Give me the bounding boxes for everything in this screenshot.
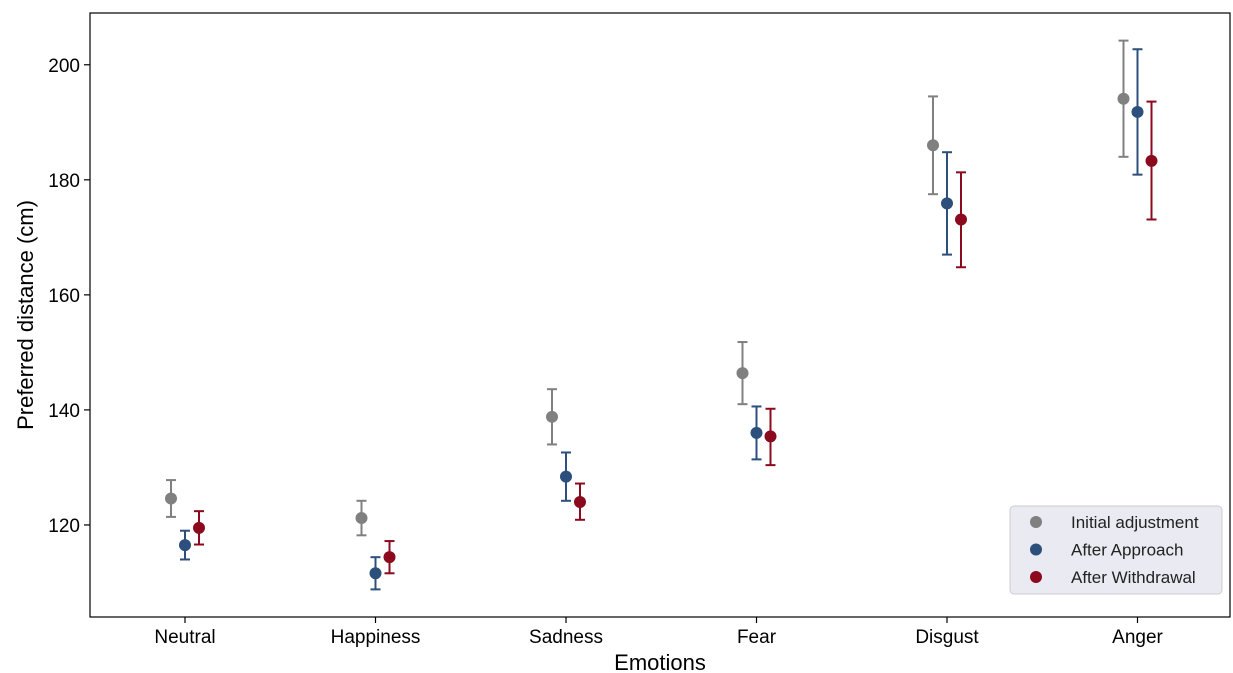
data-point xyxy=(736,367,749,380)
data-point xyxy=(383,551,396,564)
legend-marker xyxy=(1030,516,1042,528)
data-point xyxy=(546,410,558,423)
data-point xyxy=(1117,92,1130,105)
data-point xyxy=(560,470,572,483)
data-point xyxy=(1131,105,1144,118)
y-tick-label: 140 xyxy=(48,401,80,422)
data-point xyxy=(941,197,953,210)
legend-label: After Approach xyxy=(1071,541,1183,560)
y-tick-label: 120 xyxy=(48,516,80,537)
legend-box xyxy=(1009,505,1223,595)
data-point xyxy=(764,430,777,443)
data-point xyxy=(955,213,967,226)
x-axis-ticks: Neutral Happiness Sadness Fear Disgust Anger xyxy=(154,617,1164,648)
legend: Initial adjustment After Approach After Wi… xyxy=(1009,505,1223,595)
data-point xyxy=(750,426,763,439)
data-marks xyxy=(165,39,1158,591)
y-tick-label: 160 xyxy=(48,286,80,307)
legend-label: Initial adjustment xyxy=(1071,513,1199,532)
data-point xyxy=(927,139,939,152)
y-axis-label: Preferred distance (cm) xyxy=(13,200,38,430)
x-tick-label: Happiness xyxy=(331,627,421,648)
y-tick-label: 180 xyxy=(48,171,80,192)
legend-marker xyxy=(1030,571,1042,583)
data-point xyxy=(574,495,586,508)
x-tick-label: Disgust xyxy=(915,627,979,648)
data-point xyxy=(369,567,382,580)
x-axis-label: Emotions xyxy=(614,650,706,673)
data-point xyxy=(193,521,205,534)
data-point xyxy=(165,492,177,505)
y-axis-ticks: 120 140 160 180 200 xyxy=(48,56,90,537)
x-tick-label: Sadness xyxy=(529,627,603,648)
y-tick-label: 200 xyxy=(48,56,80,77)
data-point xyxy=(355,512,368,525)
x-tick-label: Anger xyxy=(1112,627,1163,648)
x-tick-label: Neutral xyxy=(154,627,215,648)
legend-label: After Withdrawal xyxy=(1071,568,1196,587)
data-point xyxy=(179,539,191,552)
data-point xyxy=(1145,154,1158,167)
legend-marker xyxy=(1030,543,1042,556)
x-tick-label: Fear xyxy=(737,627,777,648)
